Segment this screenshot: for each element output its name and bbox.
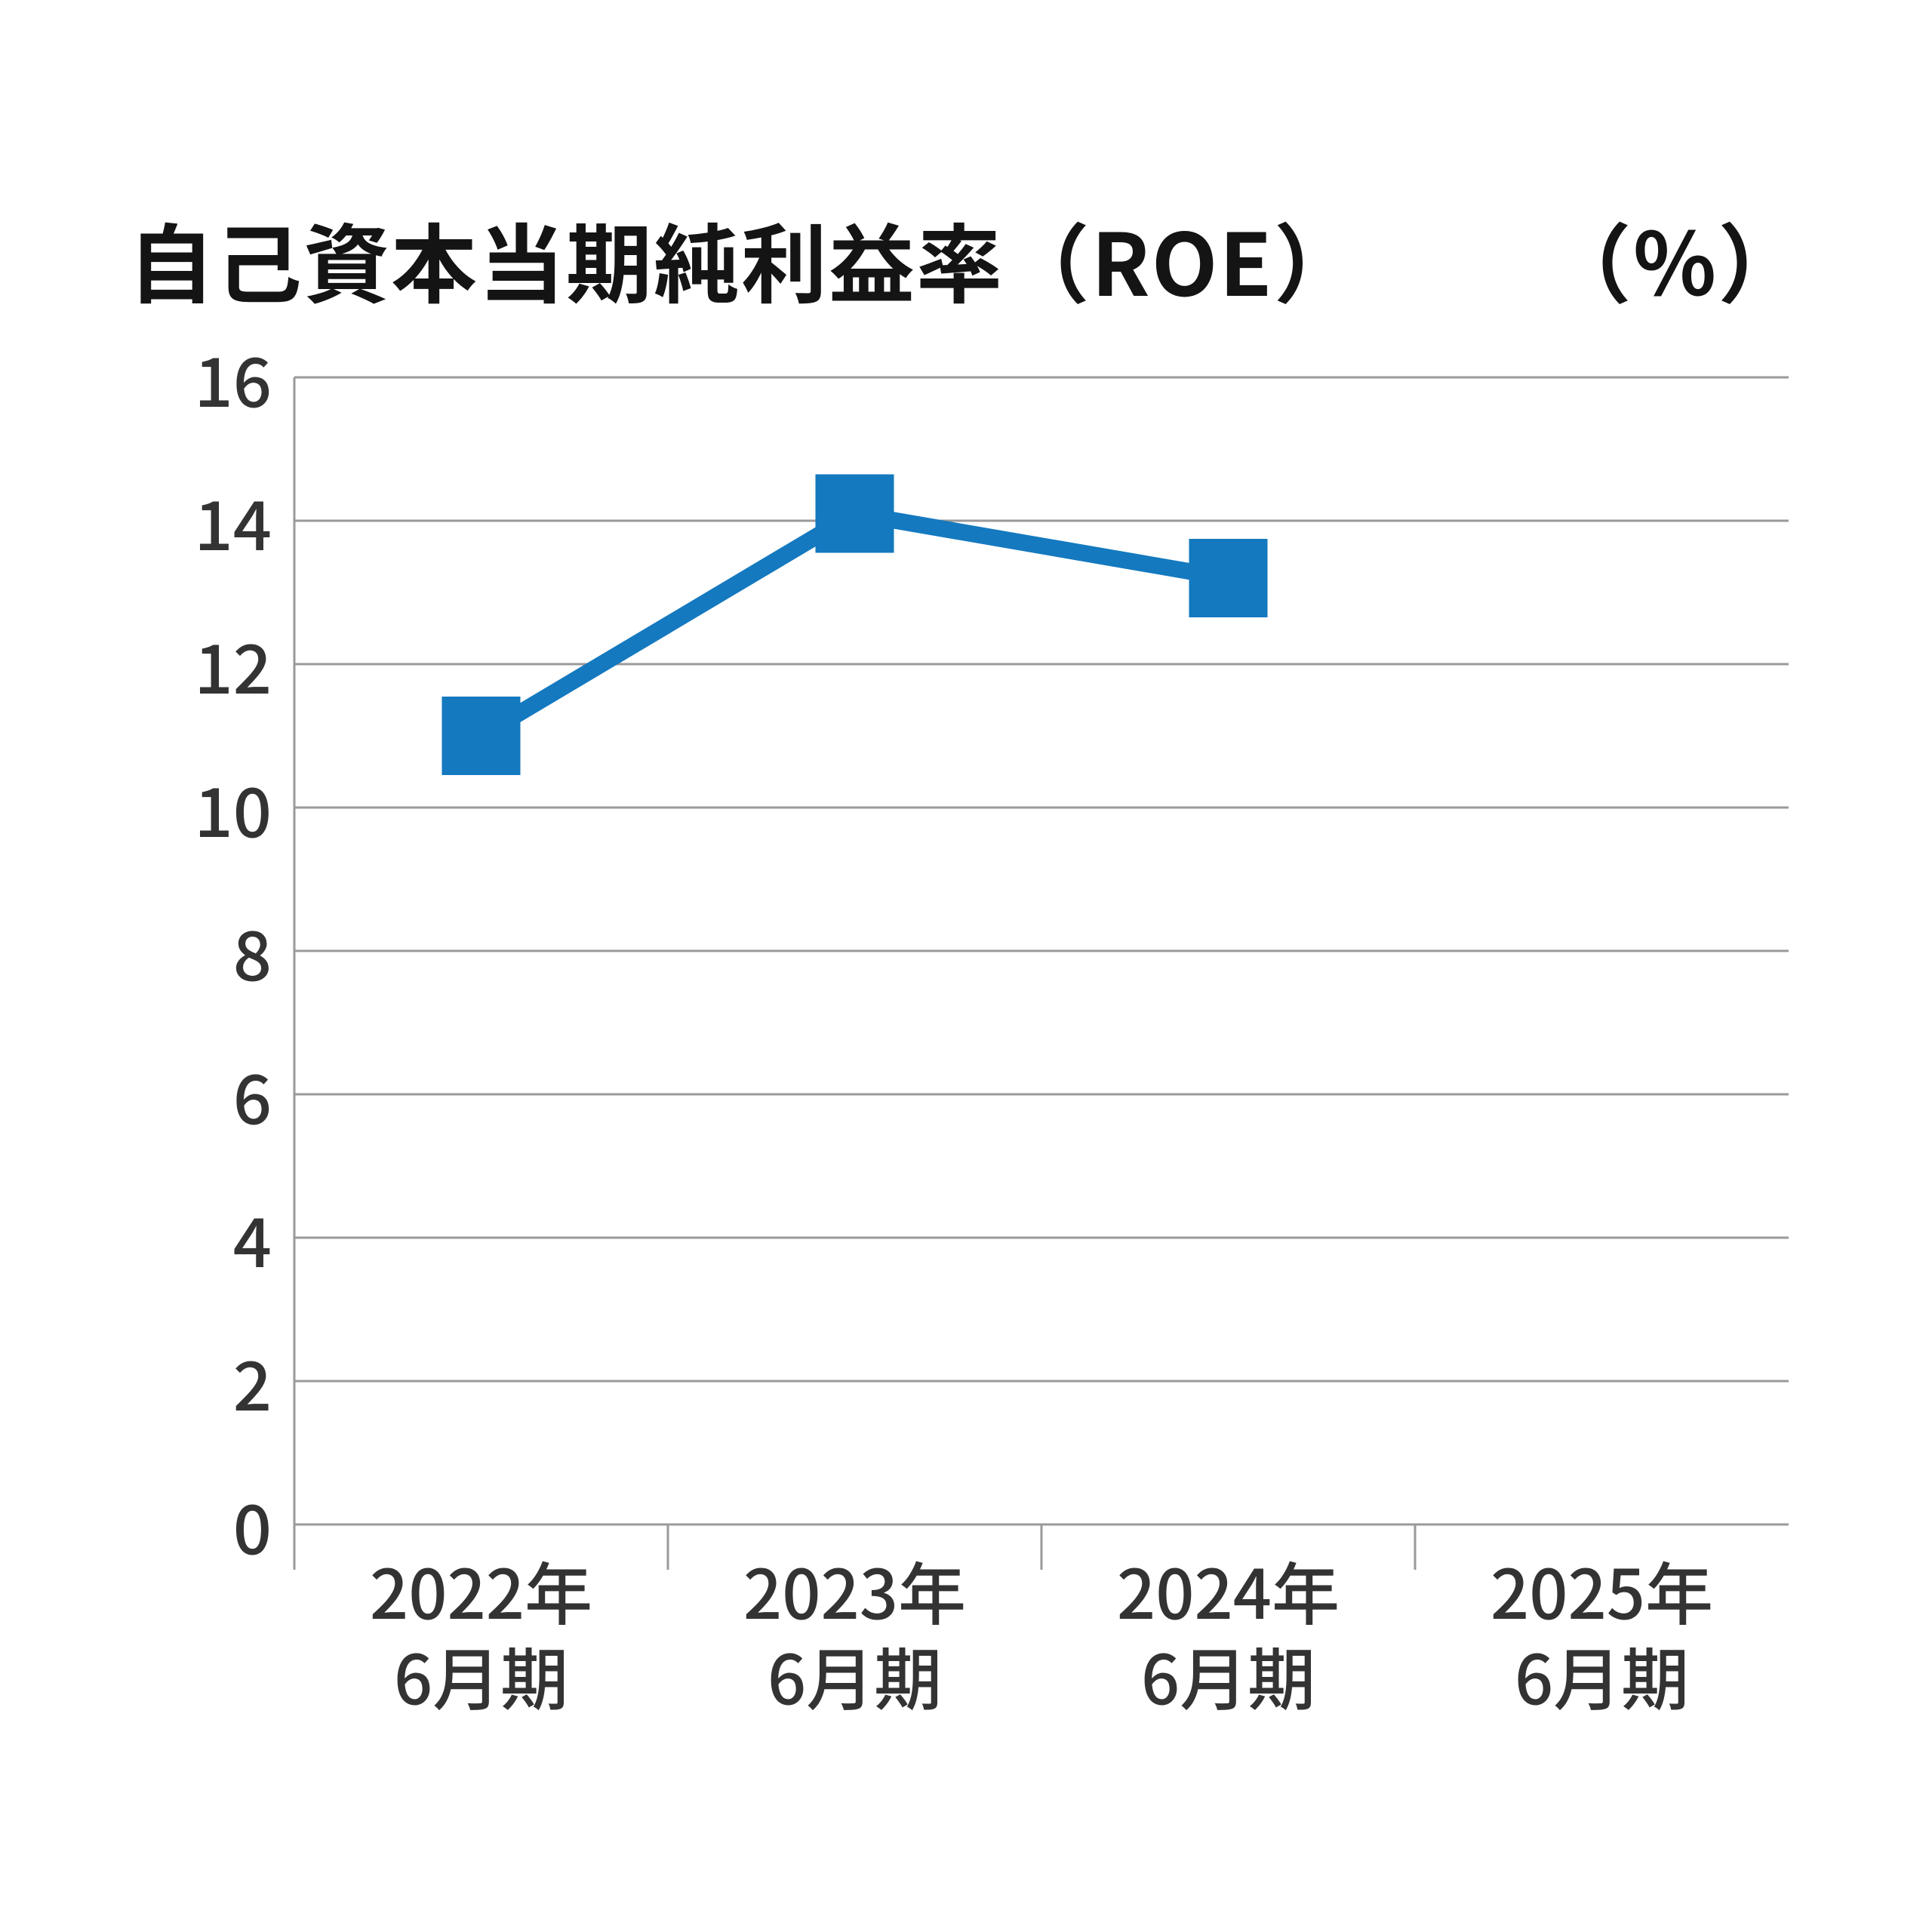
chart-title: 自己資本当期純利益率（ROE） [128, 196, 1361, 321]
chart-unit-label: （％） [1546, 196, 1804, 321]
y-tick-label: 14 [128, 472, 272, 570]
y-tick-label: 8 [128, 902, 272, 1000]
y-tick-label: 0 [128, 1475, 272, 1574]
x-tick-label: 2024年 6月期 [1048, 1547, 1410, 1717]
y-tick-label: 16 [128, 328, 272, 426]
y-tick-label: 2 [128, 1332, 272, 1430]
x-tick-label: 2023年 6月期 [674, 1547, 1036, 1717]
y-tick-label: 10 [128, 758, 272, 857]
y-tick-label: 6 [128, 1045, 272, 1143]
y-tick-label: 12 [128, 615, 272, 713]
x-tick-label: 2025年 6月期 [1421, 1547, 1783, 1717]
series-marker [816, 475, 894, 553]
series-marker [442, 697, 521, 775]
chart-svg [128, 355, 1804, 1653]
y-tick-label: 4 [128, 1189, 272, 1287]
page: 自己資本当期純利益率（ROE） （％） 0 2 4 6 8 10 12 14 16 2022年 6… [0, 0, 1932, 1932]
chart-plot: 02468101214162022年 6月期2023年 6月期2024年 6月期… [128, 355, 1804, 1653]
x-tick-label: 2022年 6月期 [300, 1547, 663, 1717]
chart-header: 自己資本当期純利益率（ROE） （％） [128, 196, 1804, 321]
series-marker [1189, 539, 1268, 617]
